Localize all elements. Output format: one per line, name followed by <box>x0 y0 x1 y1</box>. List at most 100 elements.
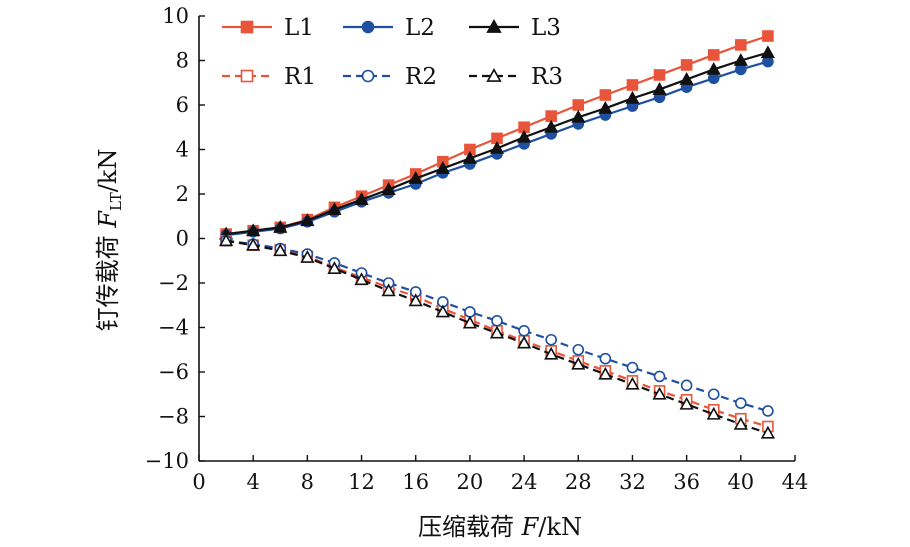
data-point-l1 <box>599 89 612 101</box>
data-point-r3 <box>300 250 315 263</box>
data-point-r3 <box>218 233 234 247</box>
data-point-r3 <box>706 406 721 420</box>
x-axis-title-unit: /kN <box>538 513 582 541</box>
legend: L1 L2 L3 R1 R2 R3 <box>222 15 563 90</box>
data-point-r3 <box>544 346 559 360</box>
data-point-r2 <box>491 315 503 327</box>
data-point-l3 <box>354 192 369 205</box>
data-point-r3 <box>489 325 505 339</box>
y-tick-label: −4 <box>158 316 189 340</box>
data-point-r3 <box>625 376 640 390</box>
data-point-l3 <box>381 182 396 195</box>
y-axis-title-sub: LT <box>107 192 125 211</box>
legend-label-l2: L2 <box>405 15 435 41</box>
data-point-l1 <box>680 59 693 71</box>
data-point-l3 <box>571 109 586 123</box>
data-point-l3 <box>679 72 694 85</box>
x-tick-label: 36 <box>673 470 700 494</box>
legend-label-r2: R2 <box>405 64 437 90</box>
x-tick-label: 44 <box>782 470 809 494</box>
data-point-l3 <box>733 53 748 66</box>
y-axis-title-unit: /kN <box>94 149 122 193</box>
data-point-r3 <box>408 293 423 307</box>
y-tick-label: 8 <box>176 49 189 73</box>
y-tick-label: −2 <box>158 271 189 295</box>
data-point-r3 <box>652 386 667 400</box>
data-point-r3 <box>327 261 342 274</box>
data-point-l3 <box>706 62 721 75</box>
data-point-l1 <box>735 39 747 51</box>
x-tick-label: 20 <box>457 470 484 494</box>
legend-marker-r3 <box>486 68 502 82</box>
legend-marker-r1 <box>240 69 254 83</box>
data-point-l3 <box>598 100 613 114</box>
legend-label-r3: R3 <box>531 64 563 90</box>
legend-marker-l2 <box>361 20 375 34</box>
data-point-r3 <box>435 304 450 318</box>
legend-marker-l3 <box>486 19 502 33</box>
data-point-r2 <box>599 352 612 365</box>
x-tick-label: 12 <box>348 470 375 494</box>
series-r3 <box>218 233 776 439</box>
data-point-r2 <box>545 333 557 346</box>
legend-item-r1: R1 <box>222 64 316 90</box>
series-line-r2 <box>225 239 769 412</box>
data-point-l3 <box>300 213 315 227</box>
data-point-l1 <box>707 49 720 61</box>
data-point-r2 <box>626 361 639 374</box>
y-tick-label: −10 <box>145 449 189 473</box>
data-point-l3 <box>273 219 288 233</box>
x-tick-label: 28 <box>565 470 592 494</box>
x-tick-label: 8 <box>301 470 314 494</box>
series-l1 <box>220 30 774 240</box>
data-point-r2 <box>680 379 693 392</box>
data-point-l3 <box>760 45 776 59</box>
legend-label-l3: L3 <box>531 15 561 41</box>
y-tick-label: 4 <box>176 138 189 162</box>
data-point-r2 <box>762 405 774 417</box>
data-point-l1 <box>572 99 585 111</box>
legend-label-l1: L1 <box>284 15 314 41</box>
data-point-r2 <box>518 325 530 337</box>
data-point-r3 <box>571 356 586 370</box>
data-point-r2 <box>464 306 476 318</box>
legend-marker-l1 <box>240 20 254 34</box>
y-tick-label: 2 <box>176 182 189 206</box>
data-point-r2 <box>735 397 747 409</box>
data-point-l3 <box>516 129 532 143</box>
x-tick-label: 16 <box>402 470 429 494</box>
x-axis-title: 压缩载荷 F/kN <box>418 513 582 541</box>
y-tick-label: 10 <box>162 4 189 28</box>
data-point-r3 <box>246 237 261 251</box>
x-tick-label: 0 <box>192 470 205 494</box>
data-point-l1 <box>653 69 666 81</box>
data-point-l3 <box>408 171 423 184</box>
data-point-r3 <box>679 396 694 410</box>
data-point-l3 <box>625 90 640 104</box>
data-point-l3 <box>462 151 478 164</box>
data-point-r3 <box>354 272 369 286</box>
y-tick-label: 6 <box>176 93 189 117</box>
legend-item-r3: R3 <box>469 64 563 90</box>
y-tick-label: 0 <box>176 227 189 251</box>
data-point-l3 <box>489 140 505 154</box>
data-point-r2 <box>707 388 720 401</box>
data-point-l1 <box>626 79 639 91</box>
data-point-l1 <box>545 110 557 122</box>
data-point-r3 <box>516 335 532 349</box>
x-tick-label: 40 <box>727 470 754 494</box>
legend-item-l1: L1 <box>222 15 314 41</box>
data-point-l1 <box>762 30 774 42</box>
data-point-r2 <box>572 343 585 356</box>
legend-label-r1: R1 <box>284 64 316 90</box>
data-point-l3 <box>544 119 559 133</box>
data-point-r3 <box>733 416 748 430</box>
data-point-r3 <box>598 366 613 380</box>
x-axis-title-prefix: 压缩载荷 <box>418 513 522 541</box>
y-tick-label: −8 <box>158 405 189 429</box>
data-point-l3 <box>327 202 342 215</box>
series-layer <box>218 30 776 439</box>
data-point-l3 <box>435 161 450 174</box>
